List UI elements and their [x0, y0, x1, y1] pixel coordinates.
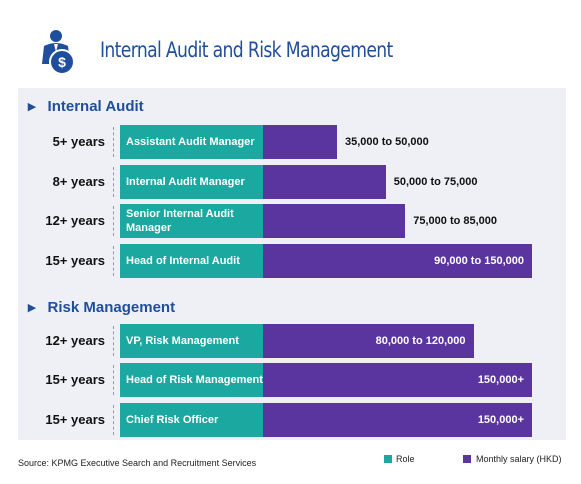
salary-label: 150,000+	[477, 374, 524, 386]
section-header: Risk Management	[28, 298, 176, 316]
experience: 15+ years	[45, 372, 105, 387]
salary-label: 90,000 to 150,000	[434, 255, 524, 267]
experience: 15+ years	[45, 412, 105, 427]
legend-swatch	[463, 455, 471, 463]
salary-label: 80,000 to 120,000	[375, 335, 466, 347]
salary-bar	[263, 125, 337, 159]
legend-label: Monthly salary (HKD)	[476, 454, 562, 464]
legend-swatch	[384, 455, 392, 463]
svg-text:$: $	[58, 54, 66, 70]
role: Chief Risk Officer	[120, 403, 263, 437]
legend-label: Role	[396, 454, 415, 464]
experience: 12+ years	[45, 213, 105, 228]
salary-bar	[263, 403, 532, 437]
separator	[113, 127, 114, 157]
experience: 15+ years	[45, 253, 105, 268]
role: Head of Internal Audit	[120, 244, 263, 278]
separator	[113, 326, 114, 356]
salary-bar	[263, 363, 532, 397]
separator	[113, 167, 114, 197]
role: Assistant Audit Manager	[120, 125, 263, 159]
salary-bar	[263, 324, 474, 358]
salary-bar	[263, 244, 532, 278]
role: Head of Risk Management	[120, 363, 263, 397]
title-icon: $	[42, 30, 75, 75]
salary-bar	[263, 165, 386, 199]
salary-label: 50,000 to 75,000	[393, 176, 478, 188]
separator	[113, 405, 114, 435]
separator	[113, 206, 114, 236]
experience: 12+ years	[45, 333, 105, 348]
role: Senior Internal Audit Manager	[120, 204, 263, 238]
salary-label: 75,000 to 85,000	[413, 215, 498, 227]
separator	[113, 365, 114, 395]
experience: 5+ years	[52, 134, 105, 149]
experience: 8+ years	[52, 174, 105, 189]
salary-label: 35,000 to 50,000	[345, 136, 429, 148]
role: Internal Audit Manager	[120, 165, 263, 199]
salary-bar	[263, 204, 406, 238]
source: Source: KPMG Executive Search and Recrui…	[18, 458, 257, 468]
separator	[113, 246, 114, 276]
role: VP, Risk Management	[120, 324, 263, 358]
section-header: Internal Audit	[28, 97, 144, 115]
title: Internal Audit and Risk Management	[100, 38, 393, 62]
salary-label: 150,000+	[477, 414, 524, 426]
